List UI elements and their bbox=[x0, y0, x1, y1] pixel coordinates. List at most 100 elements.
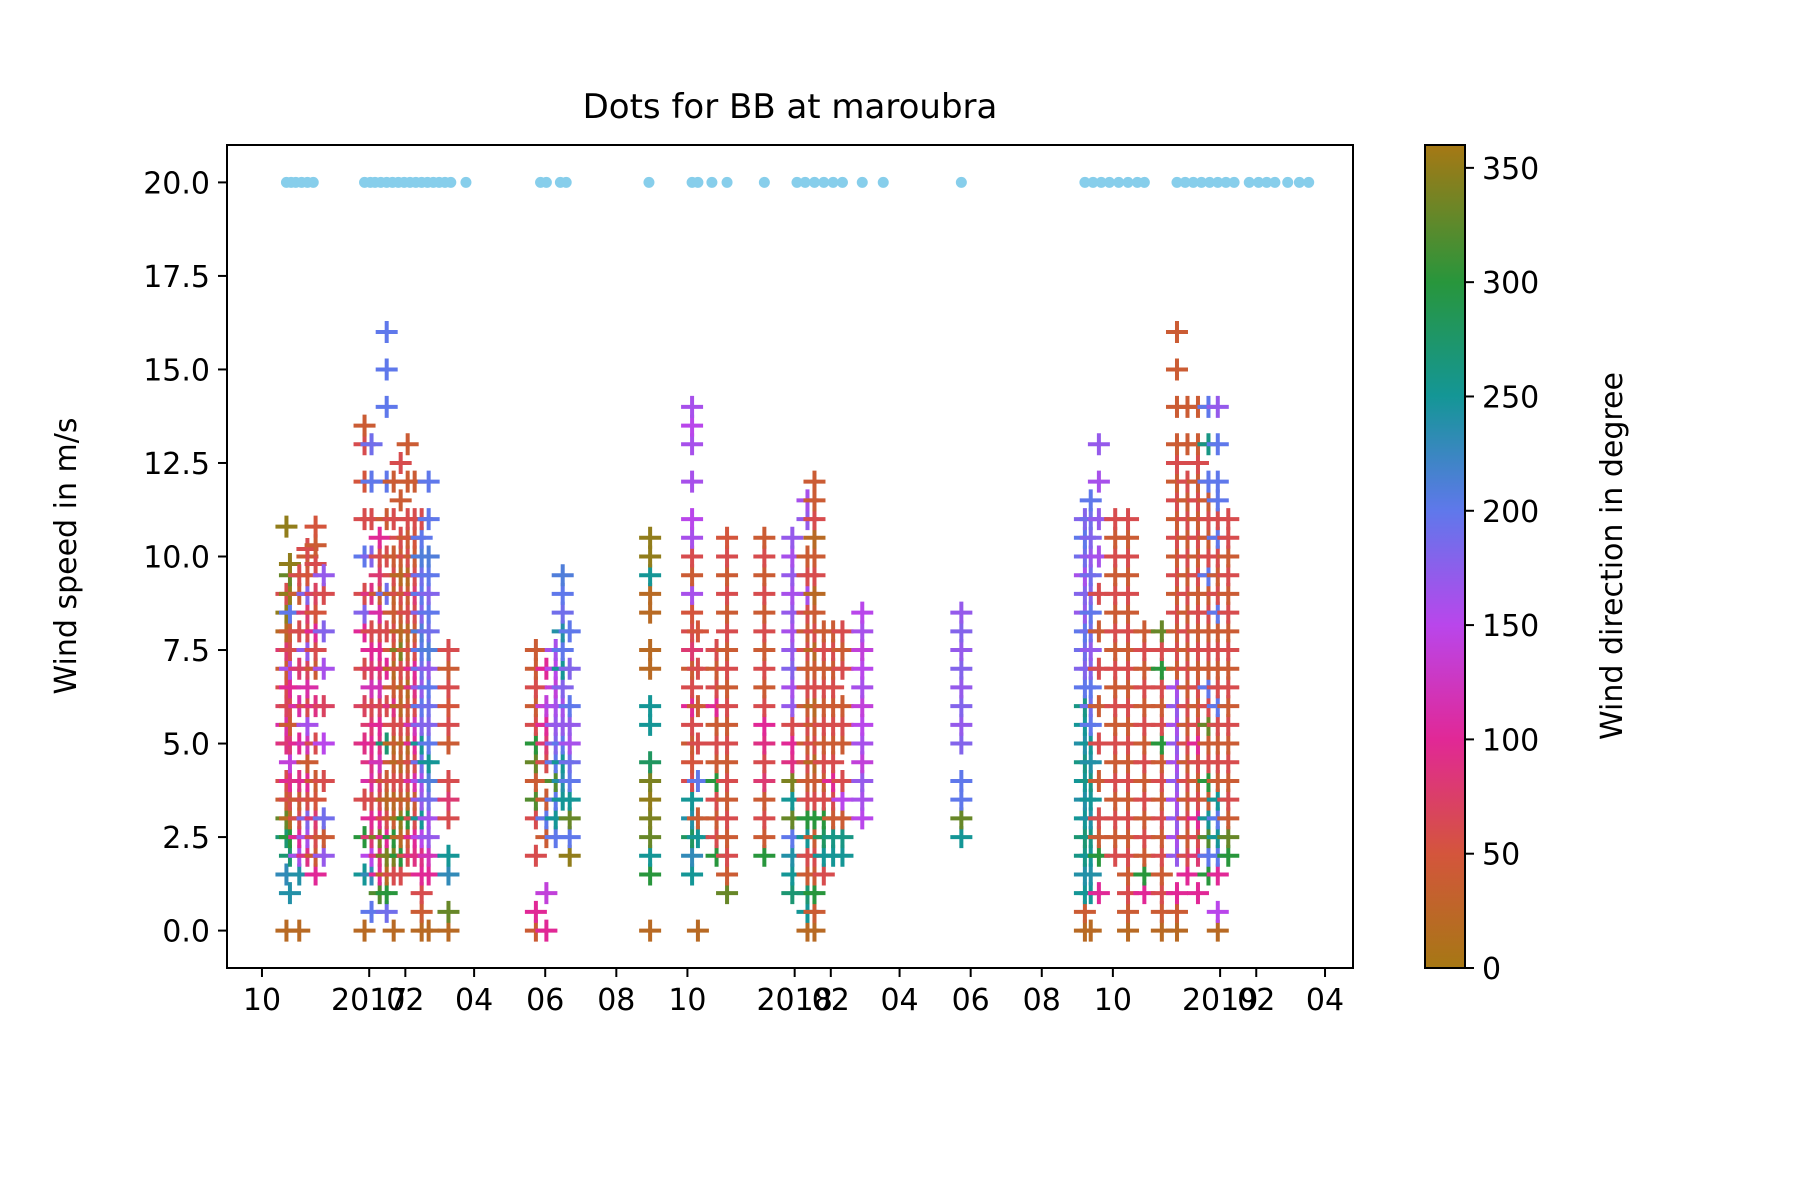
wind-marker bbox=[1217, 713, 1240, 736]
bb-dot bbox=[1179, 176, 1191, 188]
wind-marker bbox=[389, 489, 412, 512]
wind-marker bbox=[417, 676, 440, 699]
colorbar-axis: 0 50 100 150 200 250 300 350 bbox=[1465, 152, 1539, 987]
wind-marker bbox=[681, 470, 704, 493]
wind-marker bbox=[753, 826, 776, 849]
x-tick-label: 10 bbox=[668, 983, 706, 1018]
wind-marker bbox=[851, 713, 874, 736]
wind-marker bbox=[558, 732, 581, 755]
wind-marker bbox=[417, 695, 440, 718]
wind-marker bbox=[639, 788, 662, 811]
wind-marker bbox=[1217, 844, 1240, 867]
wind-marker bbox=[851, 639, 874, 662]
wind-marker bbox=[1217, 545, 1240, 568]
wind-marker bbox=[417, 751, 440, 774]
wind-marker bbox=[296, 676, 319, 699]
wind-marker bbox=[753, 695, 776, 718]
wind-marker bbox=[437, 769, 460, 792]
wind-marker bbox=[1206, 470, 1229, 493]
wind-marker bbox=[1165, 900, 1188, 923]
wind-marker bbox=[312, 826, 335, 849]
wind-marker bbox=[753, 620, 776, 643]
colorbar-tick-label: 150 bbox=[1482, 609, 1539, 644]
wind-marker bbox=[417, 788, 440, 811]
wind-marker bbox=[417, 657, 440, 680]
wind-marker bbox=[686, 919, 709, 942]
wind-marker bbox=[1117, 508, 1140, 531]
wind-marker bbox=[1176, 863, 1199, 886]
bb-dot bbox=[643, 176, 655, 188]
bb-dot bbox=[445, 176, 457, 188]
wind-marker bbox=[686, 695, 709, 718]
wind-marker bbox=[1079, 713, 1102, 736]
wind-marker bbox=[304, 639, 327, 662]
chart-title: Dots for BB at maroubra bbox=[583, 87, 998, 127]
wind-marker bbox=[753, 657, 776, 680]
wind-marker bbox=[312, 807, 335, 830]
wind-marker bbox=[558, 844, 581, 867]
wind-marker bbox=[851, 807, 874, 830]
colorbar-label: Wind direction in degree bbox=[1595, 372, 1630, 740]
wind-marker bbox=[1206, 900, 1229, 923]
bb-dot bbox=[955, 176, 967, 188]
wind-marker bbox=[1079, 564, 1102, 587]
bb-dot bbox=[1261, 176, 1273, 188]
bb-dot bbox=[1195, 176, 1207, 188]
wind-marker bbox=[437, 807, 460, 830]
wind-marker bbox=[681, 414, 704, 437]
wind-marker bbox=[803, 508, 826, 531]
wind-marker bbox=[417, 601, 440, 624]
bb-dot bbox=[799, 176, 811, 188]
wind-marker bbox=[558, 807, 581, 830]
wind-marker bbox=[1079, 489, 1102, 512]
wind-marker bbox=[950, 695, 973, 718]
wind-marker bbox=[353, 919, 376, 942]
wind-marker bbox=[803, 601, 826, 624]
wind-marker bbox=[639, 751, 662, 774]
wind-marker bbox=[716, 601, 739, 624]
wind-marker bbox=[1079, 526, 1102, 549]
wind-marker bbox=[753, 713, 776, 736]
wind-marker bbox=[558, 713, 581, 736]
wind-marker bbox=[558, 826, 581, 849]
wind-marker bbox=[1117, 526, 1140, 549]
wind-marker bbox=[950, 826, 973, 849]
bb-dot bbox=[1228, 176, 1240, 188]
wind-marker bbox=[1165, 919, 1188, 942]
wind-marker bbox=[1165, 882, 1188, 905]
wind-marker bbox=[417, 639, 440, 662]
wind-marker bbox=[437, 844, 460, 867]
bb-dot bbox=[1079, 176, 1091, 188]
wind-marker bbox=[1087, 470, 1110, 493]
wind-marker bbox=[396, 433, 419, 456]
wind-marker bbox=[1217, 620, 1240, 643]
wind-marker bbox=[639, 639, 662, 662]
bb-dot bbox=[808, 176, 820, 188]
x-tick-label: 08 bbox=[1023, 983, 1061, 1018]
wind-marker bbox=[851, 732, 874, 755]
bb-dot bbox=[1087, 176, 1099, 188]
wind-marker bbox=[1079, 676, 1102, 699]
wind-marker bbox=[417, 807, 440, 830]
wind-marker bbox=[417, 826, 440, 849]
wind-marker bbox=[524, 676, 547, 699]
wind-marker bbox=[1217, 676, 1240, 699]
wind-marker bbox=[304, 601, 327, 624]
bb-dot bbox=[1187, 176, 1199, 188]
y-tick-label: 7.5 bbox=[162, 634, 210, 669]
wind-marker bbox=[1079, 639, 1102, 662]
wind-marker bbox=[753, 751, 776, 774]
wind-marker bbox=[803, 919, 826, 942]
wind-marker bbox=[417, 713, 440, 736]
wind-marker bbox=[681, 751, 704, 774]
wind-marker bbox=[410, 900, 433, 923]
bb-dot bbox=[706, 176, 718, 188]
bb-dot bbox=[1303, 176, 1315, 188]
bb-dot bbox=[1103, 176, 1115, 188]
bb-dot bbox=[1220, 176, 1232, 188]
wind-marker bbox=[551, 601, 574, 624]
wind-marker bbox=[753, 564, 776, 587]
wind-marker bbox=[716, 620, 739, 643]
wind-marker bbox=[1206, 919, 1229, 942]
